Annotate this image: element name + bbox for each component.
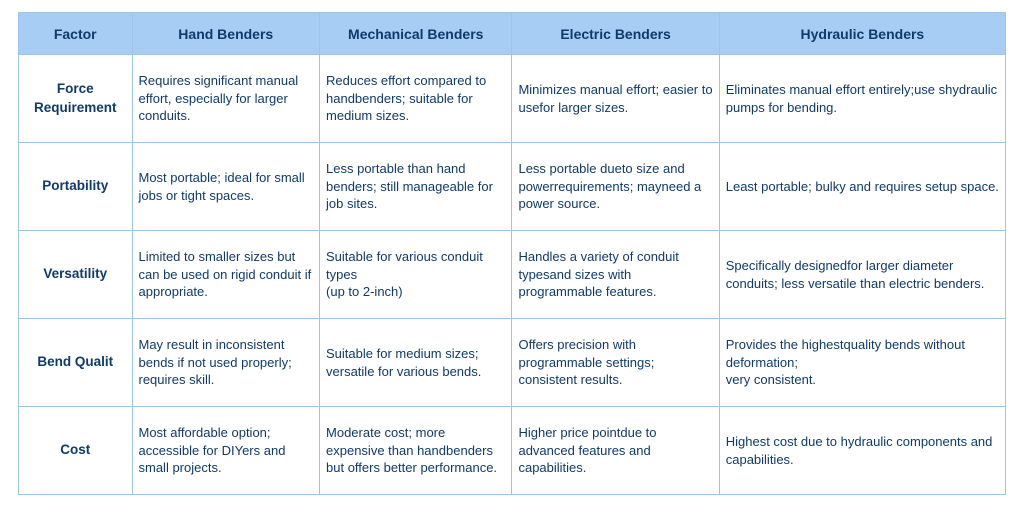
factor-label: Portability (19, 143, 133, 231)
factor-label: Versatility (19, 231, 133, 319)
table-row: Bend Qualit May result in inconsistent b… (19, 319, 1006, 407)
col-header-electric: Electric Benders (512, 13, 719, 55)
cell-mechanical: Suitable for medium sizes; versatile for… (320, 319, 512, 407)
col-header-hand: Hand Benders (132, 13, 320, 55)
cell-hand: Requires significant manual effort, espe… (132, 55, 320, 143)
cell-mechanical: Moderate cost; more expensive than handb… (320, 407, 512, 495)
table-row: Cost Most affordable option; accessible … (19, 407, 1006, 495)
comparison-table: Factor Hand Benders Mechanical Benders E… (18, 12, 1006, 495)
cell-hydraulic: Specifically designedfor larger diameter… (719, 231, 1005, 319)
cell-hand: May result in inconsistent bends if not … (132, 319, 320, 407)
factor-label: Bend Qualit (19, 319, 133, 407)
table-row: Portability Most portable; ideal for sma… (19, 143, 1006, 231)
cell-hand: Most affordable option; accessible for D… (132, 407, 320, 495)
col-header-hydraulic: Hydraulic Benders (719, 13, 1005, 55)
cell-mechanical: Suitable for various conduit types(up to… (320, 231, 512, 319)
cell-hand: Limited to smaller sizes but can be used… (132, 231, 320, 319)
table-row: Versatility Limited to smaller sizes but… (19, 231, 1006, 319)
cell-hydraulic: Provides the highestquality bends withou… (719, 319, 1005, 407)
cell-mechanical: Less portable than hand benders; still m… (320, 143, 512, 231)
col-header-mechanical: Mechanical Benders (320, 13, 512, 55)
table-wrapper: Factor Hand Benders Mechanical Benders E… (0, 0, 1024, 507)
cell-hand: Most portable; ideal for small jobs or t… (132, 143, 320, 231)
cell-mechanical: Reduces effort compared to handbenders; … (320, 55, 512, 143)
cell-hydraulic: Highest cost due to hydraulic components… (719, 407, 1005, 495)
factor-label: Cost (19, 407, 133, 495)
col-header-factor: Factor (19, 13, 133, 55)
table-row: Force Requirement Requires significant m… (19, 55, 1006, 143)
cell-electric: Minimizes manual effort; easier to usefo… (512, 55, 719, 143)
header-row: Factor Hand Benders Mechanical Benders E… (19, 13, 1006, 55)
cell-electric: Handles a variety of conduit typesand si… (512, 231, 719, 319)
factor-label: Force Requirement (19, 55, 133, 143)
cell-hydraulic: Least portable; bulky and requires setup… (719, 143, 1005, 231)
cell-electric: Less portable dueto size and powerrequir… (512, 143, 719, 231)
cell-electric: Offers precision with programmable setti… (512, 319, 719, 407)
cell-hydraulic: Eliminates manual effort entirely;use sh… (719, 55, 1005, 143)
cell-electric: Higher price pointdue to advanced featur… (512, 407, 719, 495)
